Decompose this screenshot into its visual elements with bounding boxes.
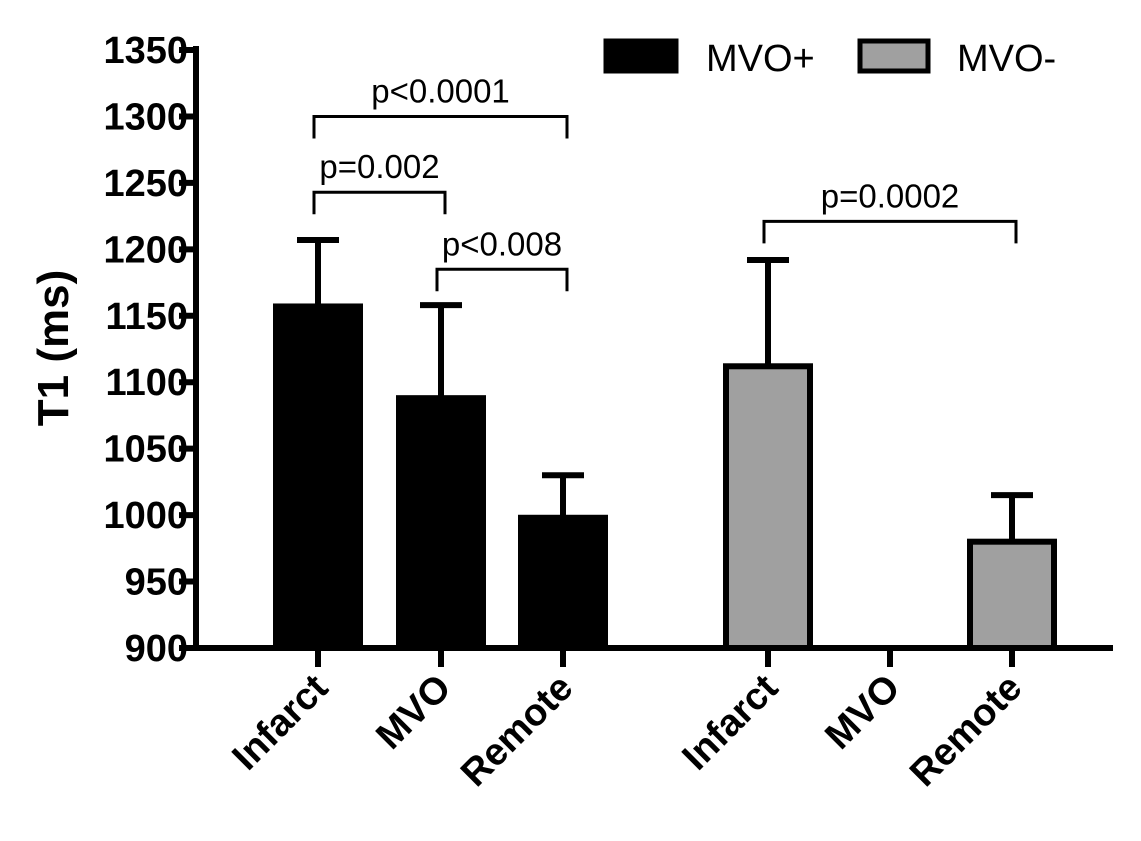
- y-tick-label: 1200: [103, 229, 188, 271]
- significance-bracket: [312, 190, 447, 215]
- x-tick-label-infarct: Infarct: [675, 666, 787, 778]
- y-tick-label: 1250: [103, 163, 188, 205]
- legend-label-mvo-plus: MVO+: [706, 38, 815, 80]
- significance-label: p=0.0002: [821, 177, 960, 214]
- bars-layer: [273, 303, 1057, 652]
- x-tick-label-mvo: MVO: [817, 667, 908, 758]
- x-tick-label-infarct: Infarct: [225, 666, 337, 778]
- significance-label: p<0.008: [442, 225, 562, 262]
- bar-mvo-plus-mvo: [396, 395, 486, 651]
- x-tick-label-mvo: MVO: [368, 667, 459, 758]
- y-tick-label: 1050: [103, 429, 188, 471]
- legend: MVO+ MVO-: [603, 38, 1056, 80]
- bar-mvo-plus-remote: [518, 514, 608, 651]
- bar-mvo-plus-infarct: [273, 303, 363, 651]
- significance-bracket: [762, 219, 1018, 244]
- bar-mvo-minus-remote: [967, 538, 1057, 652]
- bar-mvo-minus-infarct: [723, 363, 813, 651]
- significance-bracket: [312, 114, 569, 139]
- significance-bracket: [435, 267, 569, 292]
- y-tick-label: 1100: [106, 362, 188, 404]
- y-ticks-layer: 900 950 1000 1050 1100 1150 1200 1250 1300 1350: [103, 30, 196, 670]
- significance-label: p=0.002: [319, 148, 439, 185]
- x-tick-label-remote: Remote: [902, 667, 1030, 795]
- x-tick-label-remote: Remote: [453, 667, 581, 795]
- y-tick-label: 1150: [106, 296, 188, 338]
- legend-swatch-mvo-plus: [603, 38, 679, 74]
- y-tick-label: 900: [125, 628, 188, 670]
- error-bars-layer: [297, 237, 1033, 542]
- y-tick-label: 1300: [103, 96, 188, 138]
- significance-label: p<0.0001: [371, 72, 510, 109]
- y-tick-label: 950: [125, 562, 188, 604]
- axes-layer: [193, 46, 1113, 651]
- legend-label-mvo-minus: MVO-: [957, 38, 1056, 80]
- y-axis-label: T1 (ms): [29, 270, 78, 426]
- significance-layer: p<0.0001 p=0.002 p<0.008 p=0.0002: [312, 72, 1018, 292]
- y-tick-label: 1000: [103, 495, 188, 537]
- y-tick-label: 1350: [103, 30, 188, 72]
- legend-swatch-mvo-minus: [857, 38, 931, 74]
